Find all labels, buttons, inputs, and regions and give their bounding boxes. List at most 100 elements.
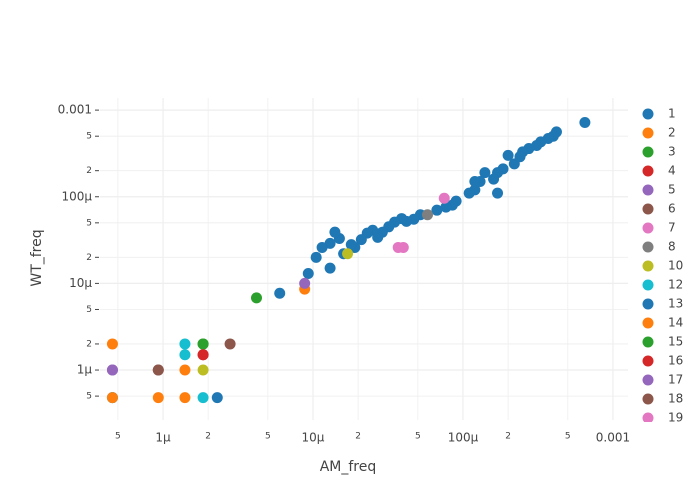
point bbox=[106, 392, 118, 404]
x-tick-label: 1µ bbox=[155, 431, 171, 445]
point bbox=[492, 187, 504, 199]
point bbox=[106, 364, 118, 376]
legend-label: 7 bbox=[668, 221, 676, 235]
legend-label: 1 bbox=[668, 107, 676, 121]
point bbox=[179, 364, 191, 376]
point bbox=[197, 349, 209, 361]
legend-label: 18 bbox=[668, 392, 683, 406]
grid bbox=[100, 98, 628, 420]
point bbox=[224, 338, 236, 350]
legend-label: 6 bbox=[668, 202, 676, 216]
legend-label: 8 bbox=[668, 240, 676, 254]
legend-marker bbox=[642, 279, 654, 291]
legend-marker bbox=[642, 374, 654, 386]
y-axis-title: WT_freq bbox=[29, 229, 45, 286]
x-tick-label: 0.001 bbox=[596, 431, 630, 445]
point bbox=[197, 392, 209, 404]
legend-marker bbox=[642, 165, 654, 177]
legend-marker bbox=[642, 184, 654, 196]
legend-label: 3 bbox=[668, 145, 676, 159]
point bbox=[152, 364, 164, 376]
point bbox=[274, 287, 286, 299]
point bbox=[345, 239, 357, 251]
point bbox=[579, 116, 591, 128]
point bbox=[197, 364, 209, 376]
point bbox=[106, 338, 118, 350]
legend-marker bbox=[642, 108, 654, 120]
legend-marker bbox=[642, 127, 654, 139]
point bbox=[211, 392, 223, 404]
point bbox=[508, 158, 520, 170]
legend-label: 19 bbox=[668, 411, 683, 425]
point bbox=[329, 226, 341, 238]
y-tick-label: 2 bbox=[86, 166, 92, 176]
legend-label: 12 bbox=[668, 278, 683, 292]
y-tick-label: 1µ bbox=[77, 363, 93, 377]
legend-label: 5 bbox=[668, 183, 676, 197]
legend-label: 2 bbox=[668, 126, 676, 140]
legend-label: 10 bbox=[668, 259, 683, 273]
x-tick-label: 10µ bbox=[302, 431, 325, 445]
legend-marker bbox=[642, 298, 654, 310]
point bbox=[438, 192, 450, 204]
legend-label: 16 bbox=[668, 354, 683, 368]
x-tick-label: 2 bbox=[355, 432, 361, 442]
x-tick-label: 5 bbox=[115, 432, 121, 442]
point bbox=[250, 292, 262, 304]
point bbox=[179, 349, 191, 361]
y-tick-label: 5 bbox=[86, 392, 92, 402]
point bbox=[152, 392, 164, 404]
y-tick-label: 5 bbox=[86, 132, 92, 142]
point bbox=[479, 167, 491, 179]
legend-marker bbox=[642, 146, 654, 158]
y-tick-label: 5 bbox=[86, 305, 92, 315]
y-tick-label: 100µ bbox=[61, 189, 92, 203]
x-tick-label: 5 bbox=[265, 432, 271, 442]
point bbox=[310, 251, 322, 263]
legend-label: 15 bbox=[668, 335, 683, 349]
x-axis-title: AM_freq bbox=[320, 459, 377, 475]
point bbox=[342, 248, 354, 260]
x-tick-label: 5 bbox=[565, 432, 571, 442]
legend-label: 4 bbox=[668, 164, 676, 178]
legend-marker bbox=[642, 355, 654, 367]
point bbox=[179, 392, 191, 404]
x-tick-label: 5 bbox=[415, 432, 421, 442]
point bbox=[397, 241, 409, 253]
y-tick-label: 2 bbox=[86, 339, 92, 349]
point bbox=[502, 149, 514, 161]
point bbox=[355, 234, 367, 246]
legend-marker bbox=[642, 241, 654, 253]
point bbox=[431, 204, 443, 216]
y-tick-label: 2 bbox=[86, 253, 92, 263]
legend-marker bbox=[642, 317, 654, 329]
x-tick-label: 2 bbox=[505, 432, 511, 442]
legend-marker bbox=[642, 222, 654, 234]
y-tick-label: 10µ bbox=[69, 276, 92, 290]
point bbox=[316, 241, 328, 253]
point bbox=[440, 201, 452, 213]
legend-marker bbox=[642, 336, 654, 348]
point bbox=[463, 187, 475, 199]
legend-marker bbox=[642, 260, 654, 272]
axes: 5 1µ 2 5 10µ 2 5 100µ 2 5 0.001 5 1µ 2 5 10µ 2 5 100µ 2 5 0.0… bbox=[58, 103, 630, 445]
point bbox=[299, 277, 311, 289]
legend-marker bbox=[642, 393, 654, 405]
legend-marker bbox=[642, 412, 654, 422]
x-tick-label: 100µ bbox=[448, 431, 479, 445]
legend-label: 14 bbox=[668, 316, 683, 330]
y-tick-label: 5 bbox=[86, 218, 92, 228]
y-tick-label: 0.001 bbox=[58, 103, 92, 117]
point bbox=[302, 268, 314, 280]
legend-marker bbox=[642, 203, 654, 215]
point bbox=[469, 176, 481, 188]
point bbox=[197, 338, 209, 350]
point bbox=[179, 338, 191, 350]
x-tick-label: 2 bbox=[205, 432, 211, 442]
legend-label: 13 bbox=[668, 297, 683, 311]
point bbox=[488, 173, 500, 185]
point bbox=[421, 209, 433, 221]
point bbox=[324, 262, 336, 274]
